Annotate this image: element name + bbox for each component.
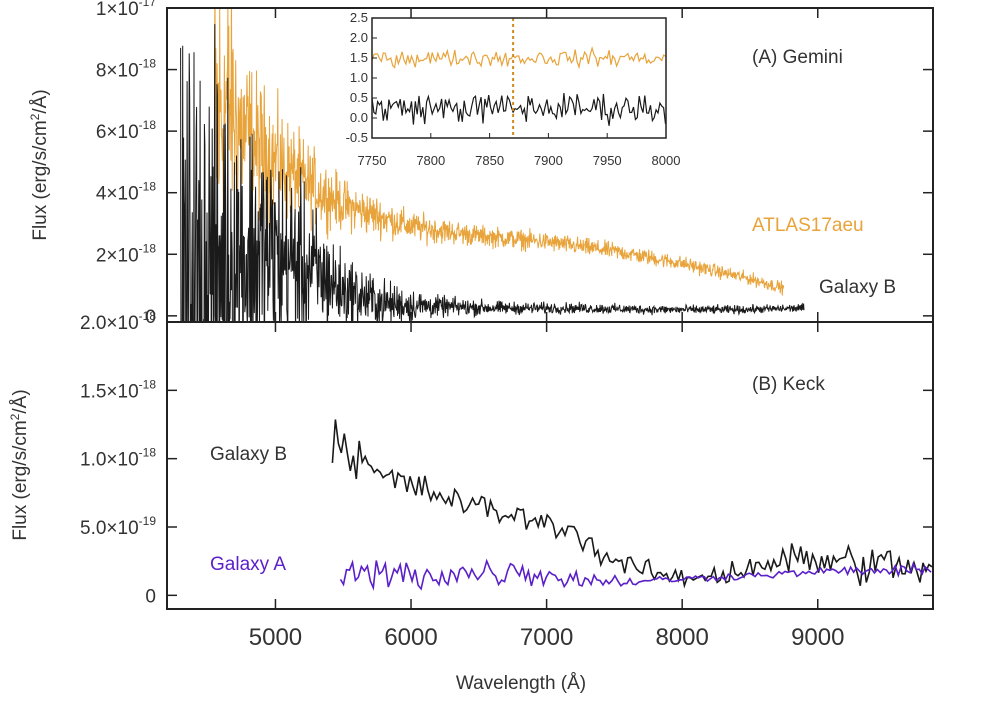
keck-series-galaxy-b-line [331, 419, 933, 589]
galaxy-a-label: Galaxy A [210, 554, 286, 575]
inset-series-galaxy-b-line [372, 92, 666, 126]
gemini-y-tick-label: 6×10-18 [96, 118, 156, 143]
galaxy-b-bottom-label: Galaxy B [210, 444, 287, 465]
inset-y-tick-label: -0.5 [346, 130, 368, 145]
keck-panel-label: (B) Keck [752, 374, 825, 395]
keck-y-tick-label: 2.0×10-18 [80, 309, 156, 334]
inset-y-tick-label: 0.5 [350, 90, 368, 105]
inset-x-tick-label: 7800 [416, 153, 445, 168]
gemini-y-tick-label: 2×10-18 [96, 241, 156, 266]
keck-x-tick-label: 9000 [791, 624, 844, 651]
inset-y-tick-label: 2.5 [350, 10, 368, 25]
gemini-y-axis: 0 2×10-18 4×10-18 6×10-18 8×10-18 1×10-17 [96, 0, 933, 328]
inset-axes: 7750 7800 7850 7900 7950 8000 -0.5 0.0 0.5 1.0 1.5… [346, 10, 681, 168]
inset-series-group [372, 18, 666, 138]
keck-x-tick-label: 6000 [384, 624, 437, 651]
gemini-series-galaxy-b-line [180, 24, 805, 322]
gemini-y-tick-label: 1×10-17 [96, 0, 156, 20]
keck-x-tick-label: 5000 [249, 624, 302, 651]
inset-y-tick-label: 1.5 [350, 50, 368, 65]
gemini-y-tick-label: 0 [145, 307, 156, 328]
inset-x-tick-label: 7850 [475, 153, 504, 168]
keck-panel: 0 5.0×10-19 1.0×10-18 1.5×10-18 2.0×10-18 50… [80, 309, 934, 651]
inset-x-tick-label: 8000 [652, 153, 681, 168]
keck-y-tick-label: 1.0×10-18 [80, 446, 156, 471]
galaxy-b-top-label: Galaxy B [819, 277, 896, 298]
inset-y-tick-label: 1.0 [350, 70, 368, 85]
gemini-y-tick-label: 4×10-18 [96, 180, 156, 205]
keck-y-tick-label: 0 [145, 586, 156, 607]
inset-x-tick-label: 7750 [358, 153, 387, 168]
inset-x-tick-label: 7950 [593, 153, 622, 168]
gemini-panel: 0 2×10-18 4×10-18 6×10-18 8×10-18 1×10-17 (A)… [96, 0, 934, 328]
keck-y-axis-title: Flux (erg/s/cm2/Å) [8, 389, 31, 540]
gemini-inset: 7750 7800 7850 7900 7950 8000 -0.5 0.0 0.5 1.0 1.5… [346, 10, 681, 168]
gemini-series-group [180, 8, 805, 322]
keck-y-axis: 0 5.0×10-19 1.0×10-18 1.5×10-18 2.0×10-18 [80, 309, 933, 607]
keck-y-tick-label: 5.0×10-19 [80, 514, 156, 539]
gemini-panel-label: (A) Gemini [752, 47, 843, 68]
inset-y-tick-label: 0.0 [350, 110, 368, 125]
keck-series-galaxy-a-line [339, 558, 932, 591]
x-axis-title: Wavelength (Å) [456, 673, 586, 694]
inset-series-atlas17aeu-line [372, 45, 666, 70]
keck-x-tick-label: 8000 [655, 624, 708, 651]
inset-background [372, 18, 666, 138]
inset-y-tick-label: 2.0 [350, 30, 368, 45]
gemini-y-axis-title: Flux (erg/s/cm2/Å) [28, 89, 51, 240]
keck-series-group [331, 419, 933, 591]
keck-x-tick-label: 7000 [520, 624, 573, 651]
gemini-x-ticks [274, 8, 819, 322]
atlas17aeu-label: ATLAS17aeu [752, 215, 864, 236]
gemini-series-atlas17aeu-line [214, 8, 785, 296]
inset-x-tick-label: 7900 [534, 153, 563, 168]
keck-x-axis: 5000 6000 7000 8000 9000 [249, 322, 844, 651]
keck-y-tick-label: 1.5×10-18 [80, 377, 156, 402]
gemini-y-tick-label: 8×10-18 [96, 57, 156, 82]
keck-plot-frame [166, 321, 934, 610]
